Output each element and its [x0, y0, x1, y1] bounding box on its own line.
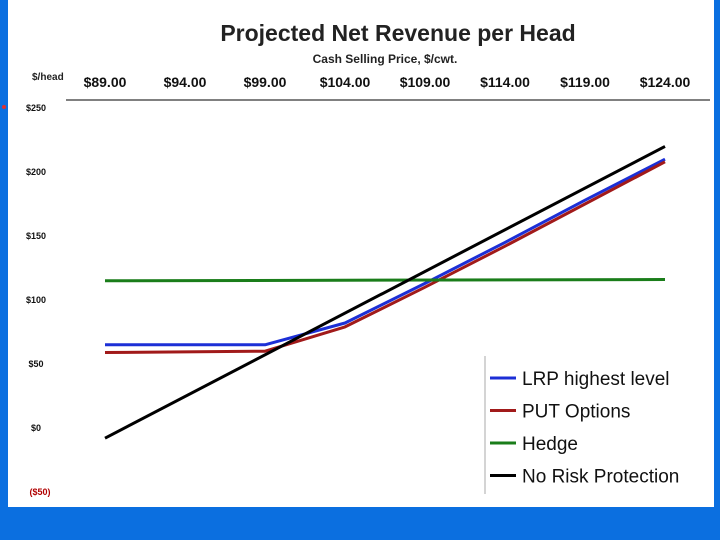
series-lines: [104, 145, 666, 440]
chart-title: Projected Net Revenue per Head: [220, 20, 575, 46]
slide-footer-bar: [0, 507, 720, 540]
y-tick-label: ($50): [29, 487, 50, 497]
y-tick-label: $200: [26, 167, 46, 177]
legend-label: LRP highest level: [522, 369, 670, 390]
y-axis-unit-label: $/head: [32, 72, 64, 83]
y-tick-label: $50: [28, 359, 43, 369]
x-tick-label: $104.00: [320, 74, 371, 90]
y-tick-label: $250: [26, 103, 46, 113]
series-line-no-risk-protection: [104, 145, 666, 440]
x-axis-title: Cash Selling Price, $/cwt.: [313, 52, 458, 66]
x-tick-label: $124.00: [640, 74, 691, 90]
x-tick-label: $114.00: [480, 74, 530, 90]
legend-label: No Risk Protection: [522, 467, 679, 488]
x-tick-label: $119.00: [560, 74, 610, 90]
chart-panel: [8, 0, 714, 507]
legend-label: Hedge: [522, 434, 578, 455]
y-tick-labels: $250 $200 $150 $100 $50 $0 ($50): [26, 103, 51, 497]
legend-label: PUT Options: [522, 402, 630, 423]
y-tick-label: $100: [26, 295, 46, 305]
y-tick-label: $0: [31, 423, 41, 433]
series-line-hedge: [104, 278, 666, 283]
series-line-lrp-highest-level: [105, 157, 666, 347]
x-tick-label: $94.00: [164, 74, 207, 90]
y-tick-label: $150: [26, 231, 46, 241]
x-tick-labels: $89.00 $94.00 $99.00 $104.00 $109.00 $114.00 $…: [84, 74, 691, 90]
x-tick-label: $89.00: [84, 74, 127, 90]
legend: LRP highest level PUT Options Hedge No Risk…: [484, 356, 679, 494]
series-line-put-options: [104, 160, 666, 354]
slide-marker-dot: [2, 105, 6, 109]
x-tick-label: $109.00: [400, 74, 451, 90]
x-tick-label: $99.00: [244, 74, 287, 90]
